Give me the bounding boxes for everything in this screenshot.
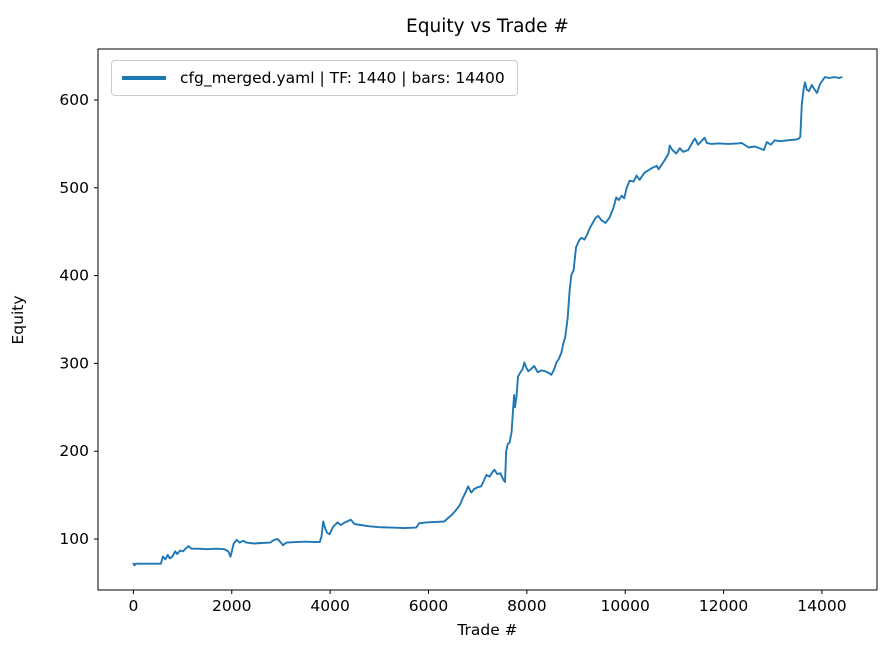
x-tick-label: 12000 [699,597,748,615]
x-tick-label: 8000 [507,597,546,615]
legend-line-sample [122,76,166,80]
x-tick-label: 14000 [797,597,846,615]
y-tick-label: 500 [59,179,89,197]
y-tick-label: 100 [59,530,89,548]
y-tick-label: 200 [59,442,89,460]
x-tick-label: 6000 [409,597,448,615]
x-axis-label: Trade # [457,621,518,639]
legend: cfg_merged.yaml | TF: 1440 | bars: 14400 [111,60,518,96]
x-tick-label: 4000 [310,597,349,615]
x-tick-label: 2000 [212,597,251,615]
legend-label: cfg_merged.yaml | TF: 1440 | bars: 14400 [180,69,505,87]
x-tick-label: 10000 [601,597,650,615]
chart-title: Equity vs Trade # [406,16,569,37]
y-axis-label: Equity [9,295,27,345]
axes-spines [97,48,878,591]
y-tick-label: 600 [59,91,89,109]
x-tick-label: 0 [128,597,138,615]
equity-series-line [132,76,843,567]
y-tick-label: 300 [59,354,89,372]
y-tick-label: 400 [59,267,89,285]
